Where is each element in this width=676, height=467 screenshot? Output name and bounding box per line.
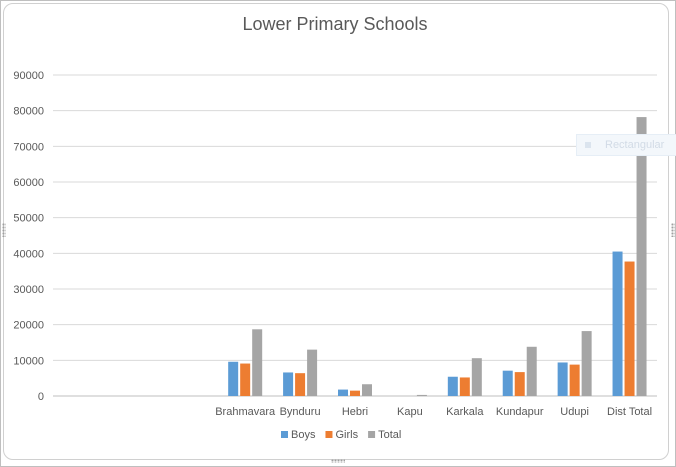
y-tick-label: 90000 [13, 70, 44, 82]
bar-girls [295, 373, 306, 396]
y-tick-label: 0 [38, 391, 44, 403]
bar-girls [350, 390, 360, 396]
legend-label-girls: Girls [335, 429, 358, 441]
resize-handle-right[interactable] [671, 223, 675, 237]
bar-girls [569, 364, 580, 396]
bar-girls [459, 377, 470, 396]
bar-boys [228, 361, 239, 396]
bar-total [581, 331, 592, 396]
y-tick-label: 30000 [13, 284, 44, 296]
bar-total [307, 349, 318, 396]
x-tick-label: Kundapur [496, 406, 544, 418]
legend-swatch-total [368, 431, 376, 438]
bar-total [471, 358, 482, 396]
y-tick-label: 60000 [13, 177, 44, 189]
legend-swatch-girls [325, 431, 333, 438]
bar-boys [557, 362, 568, 396]
bar-boys [338, 389, 348, 396]
shape-tooltip: Rectangular [576, 134, 676, 156]
y-tick-label: 40000 [13, 248, 44, 260]
y-tick-label: 50000 [13, 213, 44, 225]
x-tick-label: Brahmavara [215, 406, 276, 418]
y-tick-label: 70000 [13, 141, 44, 153]
x-tick-label: Bynduru [280, 406, 321, 418]
bar-boys [447, 376, 458, 396]
y-tick-label: 20000 [13, 320, 44, 332]
y-tick-label: 80000 [13, 106, 44, 118]
chart-title: Lower Primary Schools [242, 14, 428, 34]
x-tick-label: Dist Total [607, 406, 652, 418]
bar-total [416, 394, 427, 396]
x-tick-label: Udupi [560, 406, 589, 418]
bar-boys [502, 370, 513, 396]
bar-total [526, 346, 537, 396]
y-tick-label: 10000 [13, 355, 44, 367]
bar-boys [283, 372, 294, 396]
x-tick-label: Karkala [446, 406, 484, 418]
legend-label-boys: Boys [291, 429, 316, 441]
bar-total [636, 117, 647, 396]
x-tick-label: Kapu [397, 406, 423, 418]
bar-girls [624, 261, 635, 396]
resize-handle-left[interactable] [2, 223, 6, 237]
bar-total [362, 384, 372, 396]
bar-total [252, 329, 263, 396]
bar-girls [240, 363, 251, 396]
x-tick-label: Hebri [342, 406, 368, 418]
shape-icon [585, 142, 591, 148]
shape-tooltip-label: Rectangular [605, 139, 665, 151]
bar-girls [514, 372, 525, 396]
legend-swatch-boys [281, 431, 288, 438]
bar-boys [612, 251, 623, 396]
resize-handle-bottom[interactable] [331, 459, 345, 463]
legend-label-total: Total [378, 429, 401, 441]
